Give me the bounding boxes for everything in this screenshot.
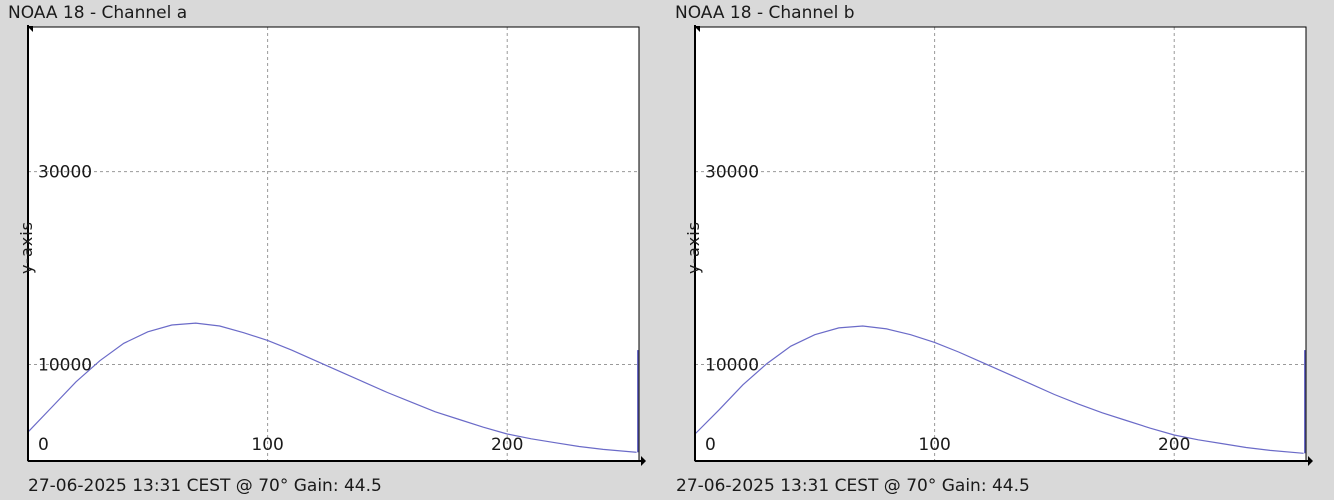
y-axis-arrow-icon bbox=[27, 26, 33, 32]
y-tick-label: 30000 bbox=[38, 163, 92, 183]
chart-panel-channel-b: 10000 30000 0 100 200 NOAA 18 - Channel b y-… bbox=[667, 0, 1334, 500]
plot-background bbox=[695, 27, 1306, 461]
x-axis-arrow-icon bbox=[1308, 456, 1313, 466]
plot-background bbox=[28, 27, 639, 461]
chart-footer: 27-06-2025 13:31 CEST @ 70° Gain: 44.5 bbox=[28, 476, 382, 496]
chart-plot: 10000 30000 0 100 200 bbox=[27, 25, 646, 466]
y-axis-arrow-icon bbox=[694, 26, 700, 32]
chart-title: NOAA 18 - Channel a bbox=[8, 3, 188, 23]
x-tick-label: 100 bbox=[251, 435, 283, 455]
chart-footer: 27-06-2025 13:31 CEST @ 70° Gain: 44.5 bbox=[676, 476, 1030, 496]
x-tick-label: 0 bbox=[38, 435, 49, 455]
series-line bbox=[27, 322, 637, 453]
chart-plot: 10000 30000 0 100 200 bbox=[694, 25, 1313, 466]
chart-title: NOAA 18 - Channel b bbox=[675, 3, 855, 23]
x-tick-label: 200 bbox=[491, 435, 523, 455]
y-axis-label: y-axis bbox=[684, 220, 703, 274]
x-axis-arrow-icon bbox=[641, 456, 646, 466]
x-tick-label: 0 bbox=[705, 435, 716, 455]
y-tick-label: 30000 bbox=[705, 163, 759, 183]
y-tick-label: 10000 bbox=[705, 356, 759, 376]
y-axis-label: y-axis bbox=[17, 220, 36, 274]
series-line bbox=[694, 325, 1304, 454]
x-tick-label: 100 bbox=[918, 435, 950, 455]
y-tick-label: 10000 bbox=[38, 356, 92, 376]
x-tick-label: 200 bbox=[1158, 435, 1190, 455]
chart-panel-channel-a: 10000 30000 0 100 200 NOAA 18 - Channel a y-… bbox=[8, 3, 646, 496]
